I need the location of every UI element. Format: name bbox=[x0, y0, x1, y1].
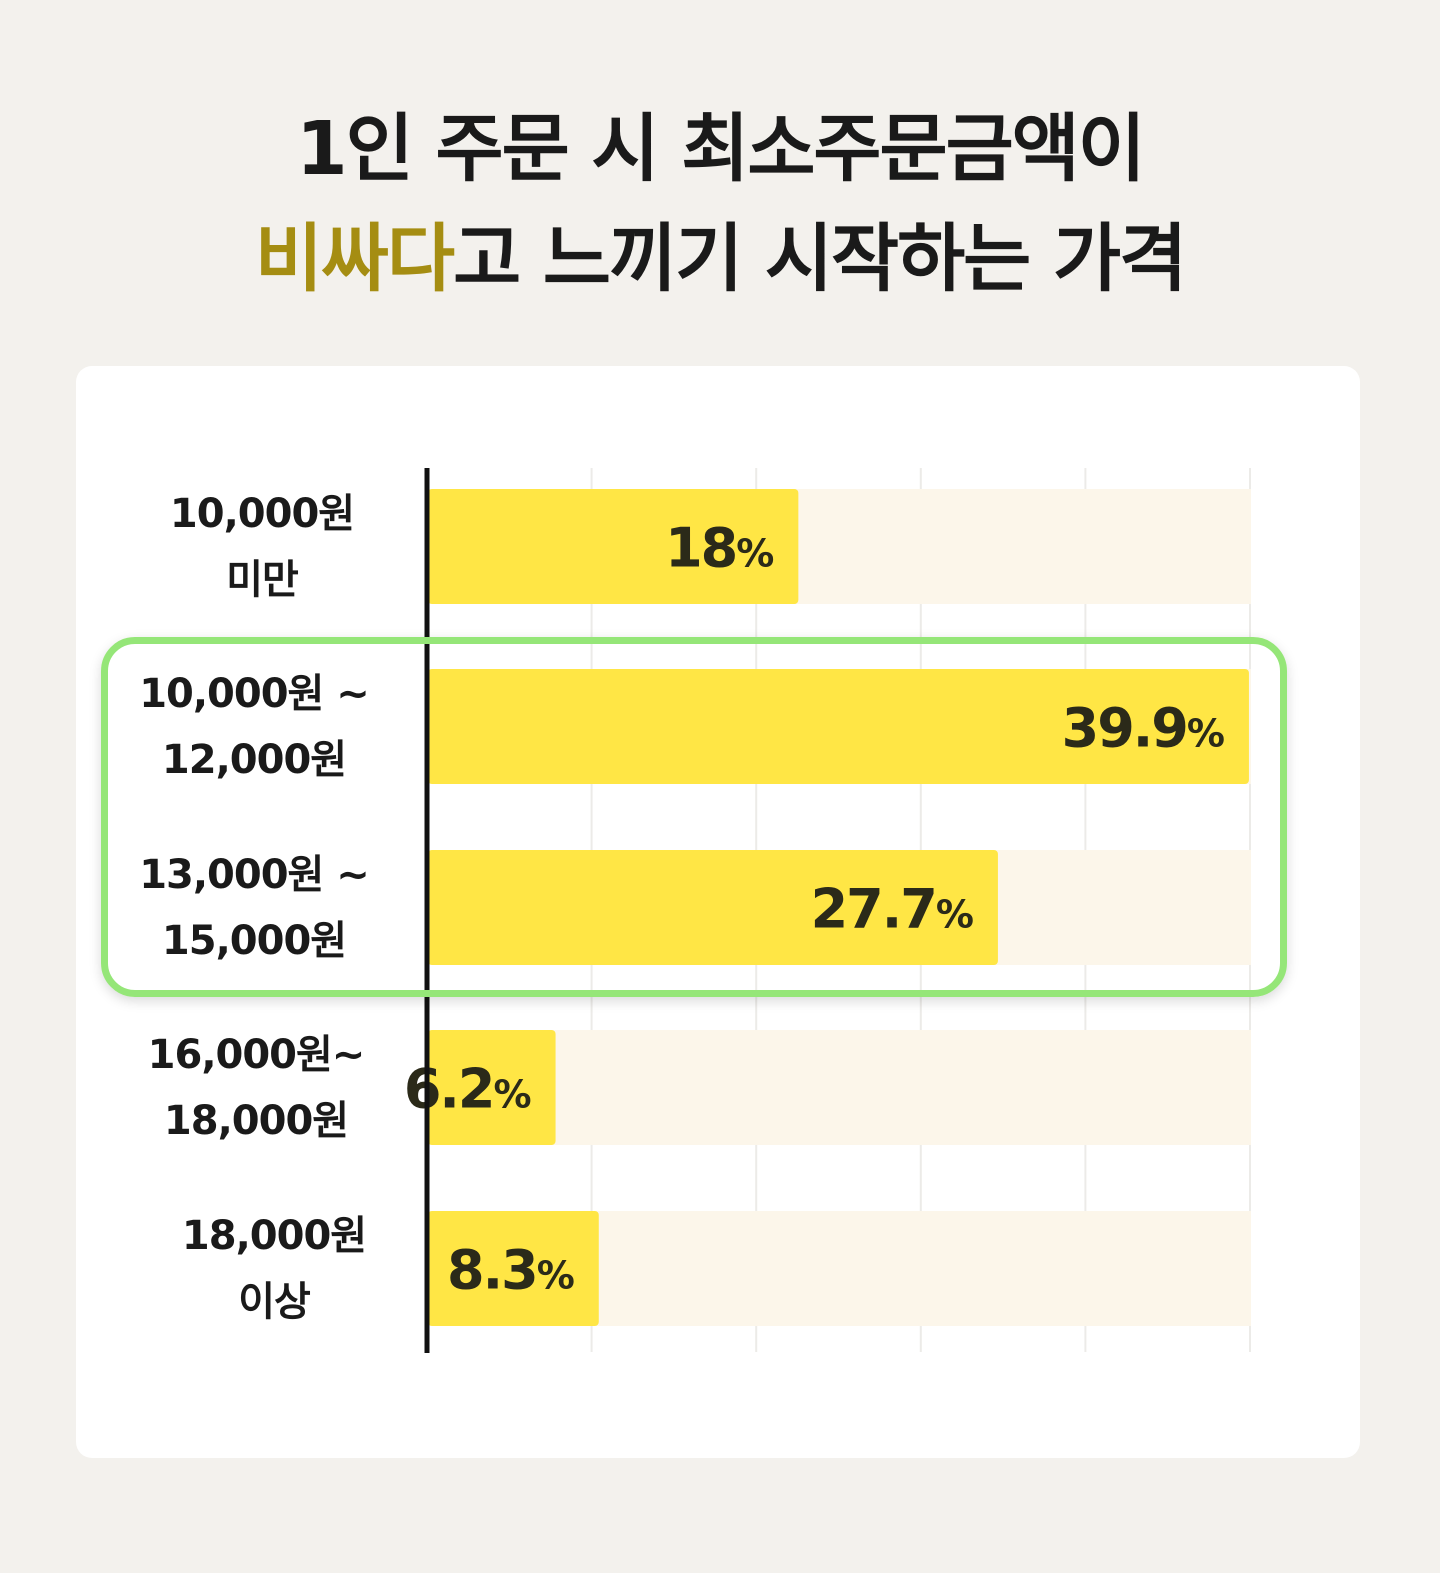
bar bbox=[428, 489, 799, 604]
bar bbox=[428, 1211, 599, 1326]
bar-value-label: 27.7% bbox=[811, 878, 973, 941]
category-label: 10,000원 ~ 12,000원 bbox=[109, 661, 399, 793]
category-label-line: 16,000원~ bbox=[147, 1031, 366, 1078]
category-label-line: 18,000원 bbox=[163, 1097, 349, 1144]
title-highlight: 비싸다 bbox=[254, 216, 455, 302]
category-label: 13,000원 ~ 15,000원 bbox=[109, 842, 399, 974]
bar bbox=[428, 669, 1249, 784]
bar-track bbox=[428, 1030, 1251, 1145]
category-label-line: 10,000원 ~ bbox=[139, 670, 370, 717]
category-label-line: 이상 bbox=[238, 1278, 311, 1325]
title-line-2: 비싸다고 느끼기 시작하는 가격 bbox=[0, 222, 1440, 296]
highlight-box bbox=[101, 637, 1287, 997]
title-line-1: 1인 주문 시 최소주문금액이 bbox=[296, 106, 1146, 192]
category-label-line: 10,000원 bbox=[169, 490, 355, 537]
category-label-line: 18,000원 bbox=[181, 1212, 367, 1259]
category-label-line: 12,000원 bbox=[161, 736, 347, 783]
bar-value-label: 8.3% bbox=[447, 1239, 574, 1302]
category-label-line: 13,000원 ~ bbox=[139, 851, 370, 898]
category-label-line: 15,000원 bbox=[161, 917, 347, 964]
bar bbox=[428, 850, 998, 965]
bar-value-label: 18% bbox=[665, 517, 773, 580]
title-line-2-rest: 고 느끼기 시작하는 가격 bbox=[453, 216, 1187, 302]
bar bbox=[428, 1030, 556, 1145]
category-label-line: 미만 bbox=[226, 556, 299, 603]
category-label: 16,000원~ 18,000원 bbox=[111, 1022, 401, 1154]
bar-value-label: 39.9% bbox=[1062, 697, 1224, 760]
bar-value-label: 6.2% bbox=[404, 1058, 531, 1121]
